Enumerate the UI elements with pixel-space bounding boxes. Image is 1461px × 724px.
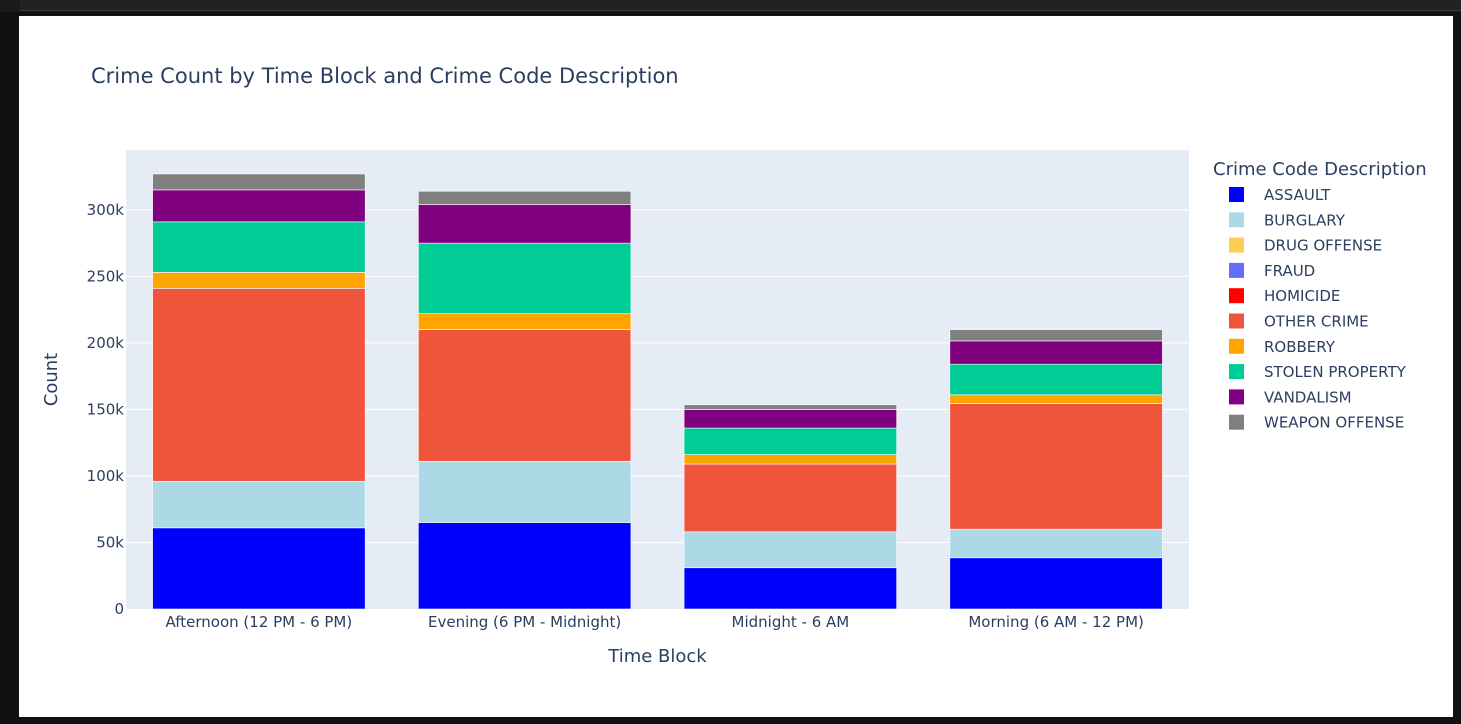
legend-item-label[interactable]: ROBBERY <box>1264 338 1336 356</box>
bar-segment[interactable] <box>152 221 366 273</box>
bar-segment[interactable] <box>152 480 366 529</box>
window-top-strip <box>20 0 1461 11</box>
legend-swatch[interactable] <box>1229 187 1244 202</box>
y-tick-label: 50k <box>96 533 124 551</box>
bar-segment[interactable] <box>418 461 632 523</box>
crime-stacked-bar-chart: Crime Count by Time Block and Crime Code… <box>41 64 1427 667</box>
bar-segment[interactable] <box>683 427 897 455</box>
legend-item-label[interactable]: BURGLARY <box>1264 211 1346 229</box>
y-axis-title: Count <box>41 353 62 406</box>
x-tick-label: Afternoon (12 PM - 6 PM) <box>166 613 353 631</box>
legend-item-label[interactable]: DRUG OFFENSE <box>1264 237 1382 255</box>
bars <box>152 173 1163 610</box>
y-axis-ticks: 0 50k 100k 150k 200k 250k 300k <box>87 201 125 618</box>
bar-segment[interactable] <box>418 313 632 330</box>
legend-swatch[interactable] <box>1229 313 1244 329</box>
legend-item-label[interactable]: FRAUD <box>1264 262 1315 280</box>
legend-swatch[interactable] <box>1229 288 1244 304</box>
bar-segment[interactable] <box>683 567 897 610</box>
legend-swatch[interactable] <box>1229 389 1244 405</box>
legend-item-label[interactable]: HOMICIDE <box>1264 287 1340 305</box>
bar-segment[interactable] <box>152 527 366 610</box>
x-axis-ticks: Afternoon (12 PM - 6 PM) Evening (6 PM - … <box>166 613 1144 631</box>
y-tick-label: 200k <box>87 334 125 352</box>
bar-segment[interactable] <box>683 463 897 533</box>
chart-title: Crime Count by Time Block and Crime Code… <box>91 64 679 88</box>
x-tick-label: Morning (6 AM - 12 PM) <box>968 613 1144 631</box>
bar-segment[interactable] <box>949 557 1163 610</box>
x-tick-label: Midnight - 6 AM <box>732 613 850 631</box>
legend-swatch[interactable] <box>1229 212 1244 228</box>
bar-segment[interactable] <box>152 173 366 191</box>
bar-segment[interactable] <box>683 454 897 465</box>
legend-swatch[interactable] <box>1229 414 1244 430</box>
bar-segment[interactable] <box>152 288 366 482</box>
y-tick-label: 300k <box>87 201 125 219</box>
legend-swatch[interactable] <box>1229 364 1244 380</box>
bar-segment[interactable] <box>683 409 897 429</box>
x-axis-title: Time Block <box>607 646 707 667</box>
legend-swatch[interactable] <box>1229 262 1244 278</box>
bar-segment[interactable] <box>418 204 632 244</box>
legend-title: Crime Code Description <box>1213 159 1427 180</box>
bar-segment[interactable] <box>683 531 897 569</box>
window-top-bar <box>0 0 1461 12</box>
bar-segment[interactable] <box>418 242 632 314</box>
bar-segment[interactable] <box>418 329 632 462</box>
chart-panel: Crime Count by Time Block and Crime Code… <box>19 16 1453 717</box>
bar-segment[interactable] <box>683 404 897 410</box>
bar-segment[interactable] <box>949 403 1163 530</box>
bar-segment[interactable] <box>949 363 1163 396</box>
y-tick-label: 0 <box>114 600 124 618</box>
bar-segment[interactable] <box>152 189 366 223</box>
bar-segment[interactable] <box>949 329 1163 342</box>
x-tick-label: Evening (6 PM - Midnight) <box>428 613 621 631</box>
legend: ASSAULT BURGLARY DRUG OFFENSE FRAUD HOMICIDE… <box>1229 186 1407 432</box>
legend-swatch[interactable] <box>1229 237 1244 253</box>
bar-segment[interactable] <box>418 522 632 610</box>
bar-segment[interactable] <box>152 272 366 289</box>
y-tick-label: 250k <box>87 267 125 285</box>
legend-item-label[interactable]: ASSAULT <box>1264 186 1331 204</box>
legend-item-label[interactable]: STOLEN PROPERTY <box>1264 363 1407 381</box>
y-tick-label: 150k <box>87 400 125 418</box>
bar-segment[interactable] <box>949 394 1163 404</box>
legend-item-label[interactable]: WEAPON OFFENSE <box>1264 414 1404 432</box>
legend-item-label[interactable]: OTHER CRIME <box>1264 313 1369 331</box>
bar-segment[interactable] <box>418 190 632 205</box>
y-tick-label: 100k <box>87 467 125 485</box>
bar-segment[interactable] <box>949 528 1163 559</box>
bar-segment[interactable] <box>949 340 1163 365</box>
legend-swatch[interactable] <box>1229 338 1244 354</box>
legend-item-label[interactable]: VANDALISM <box>1264 388 1352 406</box>
